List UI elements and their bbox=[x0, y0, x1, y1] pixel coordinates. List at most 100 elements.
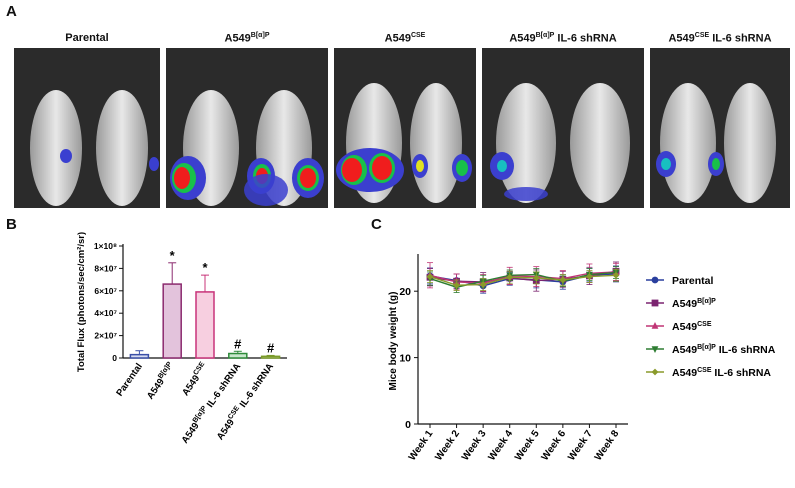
x-tick-label: A549B[α]P bbox=[144, 361, 178, 402]
bioluminescence-image-cse bbox=[334, 48, 476, 208]
mouse-body bbox=[96, 90, 148, 206]
bioluminescence-image-bap bbox=[166, 48, 328, 208]
mouse-body bbox=[410, 83, 462, 203]
label-sup: B[α]P bbox=[697, 344, 716, 351]
title-base: A549 bbox=[384, 32, 411, 45]
x-tick-label: Week 8 bbox=[593, 428, 622, 463]
data-point bbox=[559, 276, 567, 284]
bar bbox=[162, 283, 182, 359]
bioluminescence-image-bap-shrna bbox=[482, 48, 644, 208]
label-base: A549 bbox=[215, 417, 237, 442]
x-tick-label: A549B[α]P IL-6 shRNA bbox=[179, 361, 244, 446]
title-sup: B[α]P bbox=[250, 32, 270, 39]
legend-label: A549CSE bbox=[672, 321, 712, 333]
y-tick-label: 20 bbox=[399, 286, 411, 298]
bar bbox=[260, 355, 281, 359]
image-title-bap: A549B[α]P bbox=[166, 32, 328, 45]
mice-illustration bbox=[336, 83, 472, 203]
series-line bbox=[429, 271, 617, 288]
y-axis-label: Total Flux (photons/sec/cm²/sr) bbox=[76, 232, 87, 372]
legend-label: A549CSE IL-6 shRNA bbox=[672, 367, 771, 379]
y-tick-label: 8×10⁷ bbox=[94, 263, 117, 273]
signal-core bbox=[174, 167, 190, 189]
label-base: Parental bbox=[672, 275, 714, 287]
series-4 bbox=[426, 268, 620, 291]
bioluminescence-image-parental bbox=[14, 48, 160, 208]
signal-halo bbox=[504, 187, 548, 201]
signal-ring bbox=[497, 160, 507, 172]
signal-halo bbox=[244, 174, 288, 206]
title-suffix: IL-6 shRNA bbox=[709, 32, 772, 45]
legend-label: A549B[α]P IL-6 shRNA bbox=[672, 344, 776, 356]
label-suffix: IL-6 shRNA bbox=[716, 344, 776, 356]
panel-label-a: A bbox=[6, 3, 17, 20]
data-point bbox=[651, 346, 659, 353]
data-point bbox=[651, 322, 659, 329]
signal-spot bbox=[149, 157, 159, 171]
mouse-body bbox=[724, 83, 776, 203]
title-suffix: IL-6 shRNA bbox=[554, 32, 617, 45]
mice-illustration bbox=[656, 83, 776, 203]
title-sup: B[α]P bbox=[535, 32, 555, 39]
label-suffix: IL-6 shRNA bbox=[712, 367, 772, 379]
total-flux-bar-chart: 0 2×10⁷ 4×10⁷ 6×10⁷ 8×10⁷ 1×10⁸ Total Flux (ph… bbox=[76, 232, 287, 446]
data-point bbox=[651, 276, 659, 284]
x-tick-label: Week 1 bbox=[407, 428, 436, 463]
y-tick-label: 10 bbox=[399, 353, 411, 365]
x-tick-label: Week 3 bbox=[460, 428, 489, 463]
signal-spot bbox=[60, 149, 72, 163]
label-base: A549 bbox=[180, 421, 202, 446]
signal-ring bbox=[456, 160, 468, 176]
data-point bbox=[586, 273, 593, 280]
data-point bbox=[506, 273, 514, 281]
title-base: A549 bbox=[224, 32, 251, 45]
label-sup: CSE bbox=[192, 361, 206, 377]
bar bbox=[228, 352, 248, 359]
label-base: A549 bbox=[672, 344, 697, 356]
label-sup: B[α]P bbox=[697, 298, 716, 305]
signal-core bbox=[342, 158, 362, 182]
signal-core bbox=[372, 156, 392, 180]
x-tick-label: Week 5 bbox=[513, 428, 542, 463]
data-point bbox=[532, 274, 540, 282]
mouse-body bbox=[570, 83, 630, 203]
signal-ring bbox=[712, 158, 720, 170]
x-tick-label: Week 6 bbox=[540, 428, 569, 463]
legend-label: Parental bbox=[672, 275, 714, 287]
x-tick-label: Week 4 bbox=[486, 428, 515, 463]
data-point bbox=[479, 281, 487, 288]
y-tick-label: 0 bbox=[405, 419, 411, 431]
signal-ring bbox=[416, 160, 424, 172]
image-title-parental: Parental bbox=[14, 32, 160, 44]
signal-core bbox=[300, 168, 316, 188]
data-point bbox=[651, 299, 659, 307]
mice-illustration bbox=[30, 90, 159, 206]
data-point bbox=[651, 368, 659, 376]
image-title-cse: A549CSE bbox=[334, 32, 476, 45]
title-sup: CSE bbox=[410, 32, 426, 39]
label-sup: B[α]P bbox=[157, 361, 174, 381]
label-base: A549 bbox=[672, 367, 697, 379]
title-base: Parental bbox=[65, 32, 109, 44]
significance-marker: # bbox=[234, 336, 242, 351]
label-base: A549 bbox=[672, 321, 697, 333]
bar bbox=[195, 291, 215, 359]
significance-marker: * bbox=[202, 260, 208, 275]
x-tick-label: Parental bbox=[114, 361, 145, 398]
y-tick-label: 0 bbox=[112, 353, 117, 363]
y-tick-label: 1×10⁸ bbox=[94, 241, 117, 251]
label-sup: CSE bbox=[697, 321, 712, 328]
label-base: A549 bbox=[180, 373, 202, 398]
series-line bbox=[429, 274, 617, 286]
bar bbox=[129, 353, 150, 359]
legend-label: A549B[α]P bbox=[672, 298, 716, 310]
mouse-body bbox=[30, 90, 82, 206]
y-tick-label: 4×10⁷ bbox=[94, 308, 117, 318]
x-tick-label: Week 2 bbox=[433, 428, 462, 463]
significance-marker: * bbox=[170, 248, 176, 263]
x-tick-label: A549CSE bbox=[179, 361, 210, 399]
data-point bbox=[426, 273, 434, 280]
title-base: A549 bbox=[668, 32, 695, 45]
x-tick-label: Week 7 bbox=[566, 428, 595, 463]
